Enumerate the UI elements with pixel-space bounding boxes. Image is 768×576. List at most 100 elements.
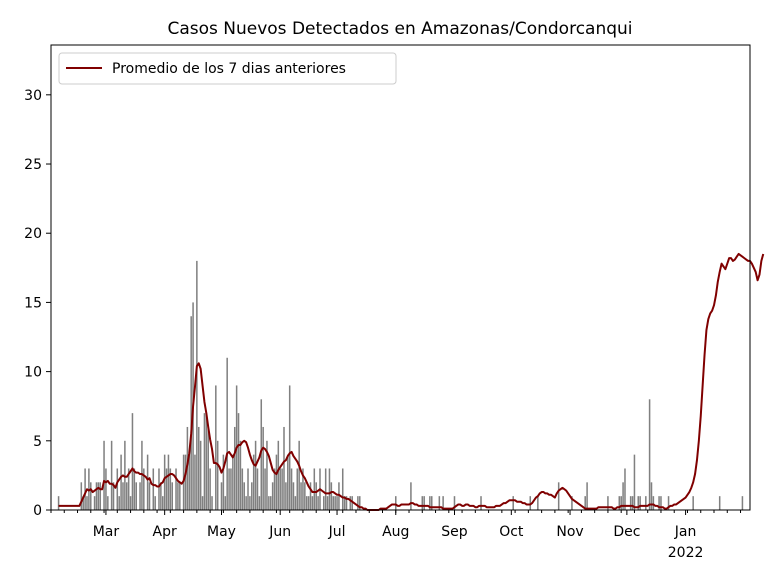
- bar: [650, 482, 653, 510]
- bar: [637, 496, 639, 510]
- bar: [300, 482, 302, 510]
- bar: [201, 496, 204, 510]
- bar: [226, 357, 228, 510]
- bar: [283, 426, 285, 510]
- bar: [338, 482, 340, 510]
- bar: [233, 426, 236, 510]
- bar: [126, 482, 128, 510]
- bar: [633, 454, 636, 510]
- bar: [349, 496, 352, 510]
- bar: [667, 496, 670, 510]
- bar: [247, 468, 249, 510]
- y-tick-label: 25: [24, 157, 42, 173]
- bar: [254, 440, 257, 510]
- legend-entry-label: Promedio de los 7 dias anteriores: [112, 61, 346, 77]
- bar: [529, 496, 532, 510]
- bar: [230, 468, 232, 510]
- x-tick-label: Jun: [268, 524, 291, 540]
- bar: [252, 454, 255, 510]
- bar: [279, 468, 281, 510]
- bar: [57, 496, 60, 510]
- bar: [438, 496, 441, 510]
- bar: [277, 440, 280, 510]
- bar: [120, 454, 122, 510]
- bar: [232, 454, 234, 510]
- bar: [271, 482, 274, 510]
- bar: [631, 496, 634, 510]
- bar: [624, 468, 626, 510]
- bar: [309, 482, 312, 510]
- bar: [80, 482, 83, 510]
- bar: [241, 468, 244, 510]
- bar: [410, 482, 412, 510]
- bar: [288, 385, 291, 510]
- bar: [165, 468, 168, 510]
- bar: [124, 440, 126, 510]
- bar: [211, 496, 213, 510]
- bar: [311, 496, 314, 510]
- bar: [345, 496, 348, 510]
- x-tick-label: Apr: [153, 524, 177, 540]
- bar: [313, 468, 316, 510]
- bar: [298, 440, 300, 510]
- bar: [571, 496, 573, 510]
- bar: [184, 454, 187, 510]
- bar: [269, 496, 272, 510]
- bar: [273, 468, 276, 510]
- bar: [146, 454, 149, 510]
- bar: [237, 413, 240, 511]
- bar: [618, 496, 621, 510]
- bar: [154, 496, 156, 510]
- chart-title: Casos Nuevos Detectados en Amazonas/Cond…: [167, 19, 632, 39]
- bar: [292, 482, 295, 510]
- bar: [245, 496, 247, 510]
- bar: [251, 482, 253, 510]
- plot-frame: [50, 44, 751, 511]
- bar: [97, 482, 100, 510]
- bar: [302, 468, 304, 510]
- bar: [224, 496, 227, 510]
- bar: [629, 496, 632, 510]
- bar: [110, 440, 113, 510]
- bar: [222, 454, 225, 510]
- x-tick-label: May: [207, 524, 236, 540]
- bar: [158, 468, 160, 510]
- y-tick-label: 20: [24, 226, 42, 242]
- bar: [163, 454, 166, 510]
- bar: [88, 468, 90, 510]
- bar: [351, 496, 353, 510]
- x-tick-sublabel: 2022: [668, 545, 704, 561]
- bar: [258, 496, 261, 510]
- bar: [431, 496, 433, 510]
- bar: [648, 399, 651, 510]
- bar: [324, 468, 327, 510]
- bar: [620, 496, 622, 510]
- x-tick-label: Dec: [613, 524, 640, 540]
- bar: [622, 482, 624, 510]
- bar: [266, 440, 268, 510]
- bar: [141, 440, 143, 510]
- bar: [429, 496, 431, 510]
- bar: [169, 468, 172, 510]
- bar: [139, 482, 141, 510]
- y-tick-label: 10: [24, 365, 42, 381]
- bar: [260, 399, 263, 510]
- bar: [220, 482, 223, 510]
- bar: [268, 496, 270, 510]
- bar: [557, 482, 560, 510]
- bar: [718, 496, 721, 510]
- bar: [330, 482, 333, 510]
- bar: [692, 496, 694, 510]
- bar: [95, 482, 98, 510]
- bar: [395, 496, 397, 510]
- x-tick-label: Jul: [328, 524, 346, 540]
- legend-box: [58, 52, 397, 85]
- bar: [175, 468, 177, 510]
- bar: [190, 316, 192, 510]
- bar: [116, 468, 119, 510]
- bar: [326, 496, 329, 510]
- bar: [216, 440, 219, 510]
- bar: [90, 482, 92, 510]
